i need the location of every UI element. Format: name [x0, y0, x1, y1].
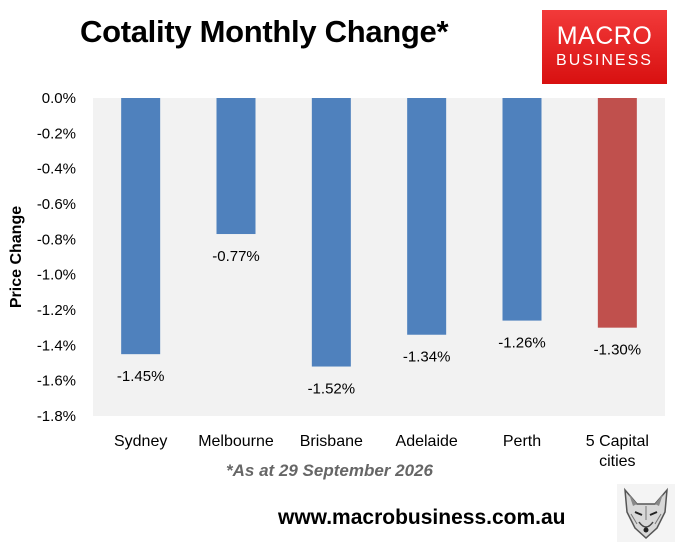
y-tick-label: -1.0% [37, 267, 76, 284]
website-url: www.macrobusiness.com.au [278, 506, 566, 529]
y-tick-label: -1.4% [37, 337, 76, 354]
plot-area [93, 98, 665, 416]
fox-head-icon [617, 484, 675, 542]
bar-melbourne [216, 98, 256, 235]
logo-line-1: MACRO [556, 22, 653, 50]
data-label: -1.34% [403, 349, 451, 366]
y-tick-label: -1.8% [37, 408, 76, 425]
bar-5-capital-cities [597, 98, 637, 328]
y-tick-label: -0.2% [37, 125, 76, 142]
logo-line-2: BUSINESS [556, 52, 653, 69]
data-label: -0.77% [212, 248, 260, 265]
y-tick-label: -0.8% [37, 231, 76, 248]
bar-brisbane [311, 98, 351, 367]
category-label: Perth [503, 433, 541, 450]
y-axis-label: Price Change [8, 206, 25, 308]
bar-sydney [121, 98, 161, 355]
footnote: *As at 29 September 2026 [226, 461, 433, 480]
category-labels: Sydney Melbourne Brisbane Adelaide Perth 5 Ca… [114, 433, 649, 470]
data-label: -1.52% [308, 381, 356, 398]
y-tick-label: -1.6% [37, 373, 76, 390]
chart-title: Cotality Monthly Change* [80, 14, 449, 49]
y-tick-label: -0.4% [37, 161, 76, 178]
y-tick-label: -0.6% [37, 196, 76, 213]
data-label: -1.30% [594, 342, 642, 359]
y-tick-label: 0.0% [42, 90, 76, 107]
y-tick-label: -1.2% [37, 302, 76, 319]
data-label: -1.45% [117, 368, 165, 385]
category-label: Brisbane [300, 433, 363, 450]
category-label: Melbourne [198, 433, 274, 450]
category-label: 5 Capital cities [586, 433, 649, 470]
category-label: Adelaide [396, 433, 458, 450]
category-label: Sydney [114, 433, 167, 450]
data-label: -1.26% [498, 335, 546, 352]
bar-adelaide [407, 98, 447, 335]
bar-perth [502, 98, 542, 321]
macrobusiness-logo: MACRO BUSINESS [542, 10, 667, 84]
y-axis-ticks: 0.0% -0.2% -0.4% -0.6% -0.8% -1.0% -1.2% -1.4% -… [37, 90, 76, 425]
bars [121, 98, 637, 367]
data-labels: -1.45% -0.77% -1.52% -1.34% -1.26% -1.30% [117, 248, 641, 398]
